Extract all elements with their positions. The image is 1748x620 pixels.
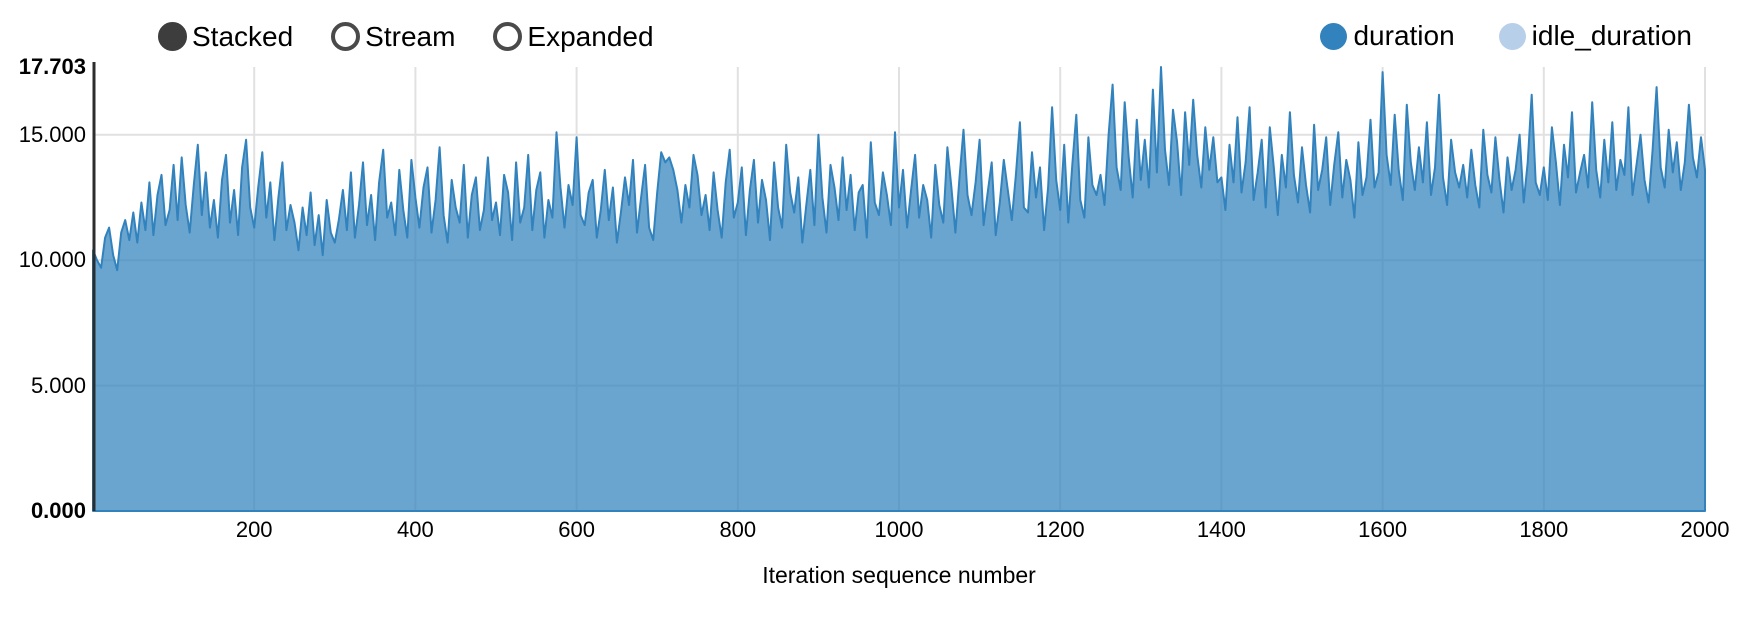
mode-option-label[interactable]: Expanded bbox=[527, 20, 654, 52]
x-tick-1000: 1000 bbox=[874, 517, 924, 542]
mode-option-label[interactable]: Stream bbox=[365, 20, 456, 52]
area-series-duration[interactable] bbox=[92, 66, 1706, 512]
x-tick-1400: 1400 bbox=[1196, 517, 1246, 542]
legend-item-idle-duration[interactable]: idle_duration bbox=[1498, 20, 1692, 51]
x-tick-1200: 1200 bbox=[1035, 517, 1085, 542]
chart-mode-controls: Stacked Stream Expanded bbox=[158, 22, 654, 51]
x-axis-title: Iteration sequence number bbox=[762, 562, 1036, 588]
x-tick-600: 600 bbox=[558, 517, 595, 542]
x-tick-200: 200 bbox=[235, 517, 273, 542]
y-tick-17.703: 17.703 bbox=[18, 54, 86, 79]
y-tick-10.000: 10.000 bbox=[18, 247, 86, 273]
x-tick-800: 800 bbox=[719, 517, 757, 542]
y-tick-0.000: 0.000 bbox=[30, 498, 86, 523]
mode-option-expanded[interactable]: Expanded bbox=[493, 20, 654, 52]
y-tick-5.000: 5.000 bbox=[30, 372, 86, 398]
legend-item-label[interactable]: idle_duration bbox=[1531, 20, 1692, 51]
x-tick-1600: 1600 bbox=[1358, 517, 1408, 542]
series-color-dot-icon[interactable] bbox=[1498, 22, 1526, 50]
mode-option-stacked[interactable]: Stacked bbox=[158, 22, 293, 51]
radio-empty-icon[interactable] bbox=[493, 22, 523, 51]
chart-legend: duration idle_duration bbox=[1320, 22, 1692, 50]
legend-item-label[interactable]: duration bbox=[1353, 20, 1455, 51]
x-tick-400: 400 bbox=[397, 517, 434, 542]
series-color-dot-icon[interactable] bbox=[1320, 22, 1348, 50]
mode-option-stream[interactable]: Stream bbox=[331, 22, 455, 51]
radio-filled-icon[interactable] bbox=[158, 22, 187, 51]
radio-empty-icon[interactable] bbox=[331, 22, 361, 51]
legend-item-duration[interactable]: duration bbox=[1320, 20, 1455, 51]
x-tick-2000: 2000 bbox=[1680, 517, 1730, 542]
y-tick-15.000: 15.000 bbox=[18, 121, 86, 147]
mode-option-label[interactable]: Stacked bbox=[192, 20, 294, 52]
x-tick-1800: 1800 bbox=[1519, 517, 1569, 542]
